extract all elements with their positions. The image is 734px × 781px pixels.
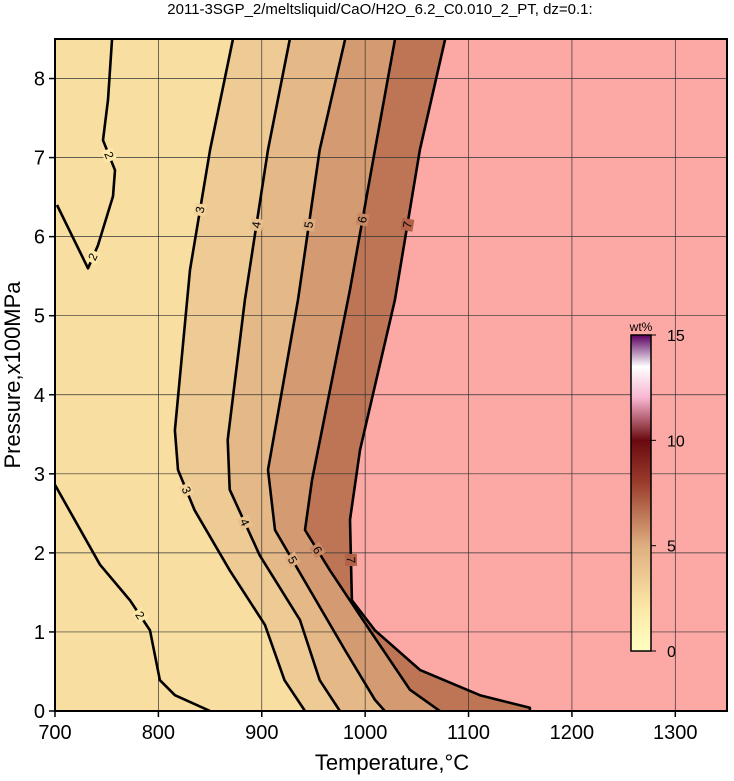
chart-title: 2011-3SGP_2/meltsliquid/CaO/H2O_6.2_C0.0… <box>167 1 592 18</box>
contour-label: 3 <box>193 205 208 214</box>
plot-frame <box>54 38 728 712</box>
colorbar-tick-label: 0 <box>667 644 676 661</box>
x-axis-label: Temperature,°C <box>315 750 469 775</box>
contour-label: 7 <box>400 220 415 229</box>
contour-label: 5 <box>301 220 316 229</box>
contour-label-bg <box>193 202 207 217</box>
contour-label-bg <box>400 217 415 232</box>
colorbar-label: wt% <box>629 320 653 334</box>
contour-label-bg <box>131 607 149 624</box>
contour-line <box>55 39 211 711</box>
contour-label-bg <box>284 551 301 569</box>
x-tick-label: 800 <box>142 722 175 744</box>
contour-label-bg <box>302 217 316 232</box>
x-tick-label: 900 <box>245 722 278 744</box>
contour-line <box>266 39 386 711</box>
contour-label-bg <box>355 212 370 227</box>
y-tick-label: 4 <box>34 385 45 407</box>
contour-label-bg <box>178 482 195 498</box>
contour-label: 4 <box>249 220 264 229</box>
colorbar <box>630 334 652 652</box>
colorbar-tick-label: 15 <box>667 328 685 345</box>
y-tick-label: 1 <box>34 622 45 644</box>
y-tick-label: 8 <box>34 69 45 91</box>
x-tick-label: 1000 <box>343 722 388 744</box>
contour-label-bg <box>309 541 326 559</box>
contour-label-bg <box>101 147 117 164</box>
colorbar-tick-label: 10 <box>667 433 685 450</box>
contour-label-bg <box>249 217 264 232</box>
y-tick-label: 3 <box>34 464 45 486</box>
colorbar-tick-label: 5 <box>667 539 676 556</box>
contour-label: 7 <box>344 556 358 563</box>
x-tick-label: 1100 <box>447 722 490 744</box>
y-tick-label: 7 <box>34 148 45 170</box>
contour-label-bg <box>344 553 358 567</box>
contour-label: 6 <box>355 215 370 224</box>
x-tick-label: 700 <box>38 722 71 744</box>
contour-label-bg <box>85 248 101 265</box>
contour-line <box>348 39 532 711</box>
contour-label: 3 <box>179 484 195 496</box>
contour-line <box>226 39 341 711</box>
y-tick-label: 2 <box>34 543 45 565</box>
contour-label-bg <box>236 514 253 531</box>
x-tick-label: 1200 <box>550 722 595 744</box>
y-tick-label: 6 <box>34 227 45 249</box>
y-tick-label: 0 <box>34 701 45 723</box>
contour-line <box>303 39 441 711</box>
y-axis-label: Pressure,x100MPa <box>0 281 25 469</box>
axes: 700 800 900 1000 1100 1200 1300 0 1 2 3 4 5 6 7 8 wt% 0 5 1… <box>34 38 728 744</box>
y-tick-label: 5 <box>34 306 45 328</box>
x-tick-label: 1300 <box>653 722 698 744</box>
contour-label: 2 <box>101 150 117 162</box>
